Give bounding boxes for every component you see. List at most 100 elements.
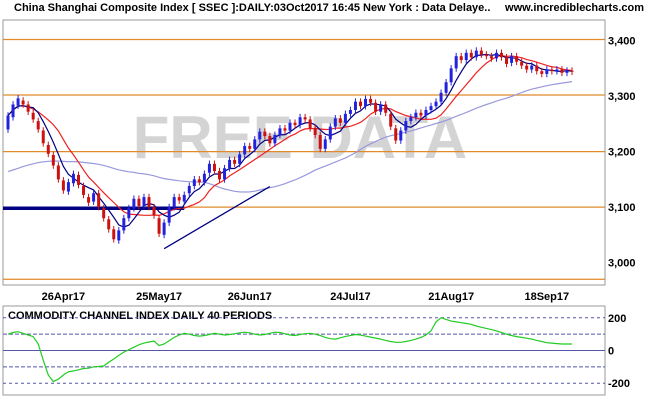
candle-body — [394, 128, 398, 141]
cci-line — [7, 317, 572, 383]
candle-body — [243, 146, 247, 155]
candle-body — [263, 131, 267, 137]
ma-mid-line — [7, 54, 573, 217]
candle-body — [31, 112, 35, 120]
candle-body — [152, 207, 156, 216]
candle-body — [414, 112, 418, 118]
cci-tick-label: 0 — [608, 346, 614, 358]
candle-body — [288, 122, 292, 131]
candle-body — [399, 130, 403, 141]
price-y-axis: 3,000 3,100 3,200 3,300 3,400 — [608, 36, 636, 270]
candle-body — [112, 229, 116, 240]
cci-series-line — [7, 317, 572, 383]
candle-body — [474, 50, 478, 58]
cci-tick-label: 200 — [608, 313, 626, 325]
x-tick-label: 18Sep17 — [524, 291, 569, 303]
candle-body — [142, 197, 146, 206]
x-tick-label: 21Aug17 — [428, 291, 474, 303]
candle-body — [303, 117, 307, 120]
candle-body — [338, 118, 342, 123]
candle-body — [500, 52, 503, 58]
candle-body — [273, 134, 277, 144]
candle-body — [560, 69, 564, 73]
x-tick-label: 25May17 — [136, 291, 182, 303]
candle-body — [26, 104, 30, 112]
candle-body — [359, 101, 362, 107]
candle-body — [535, 65, 539, 72]
candle-body — [137, 198, 141, 206]
ma-long-line — [7, 81, 573, 193]
candle-body — [434, 101, 438, 107]
x-tick-label: 24Jul17 — [330, 291, 370, 303]
candle-body — [333, 118, 337, 127]
candle-body — [228, 159, 232, 169]
candle-body — [132, 198, 136, 209]
candle-body — [218, 171, 221, 180]
candle-body — [46, 144, 50, 154]
candle-body — [36, 121, 40, 130]
candle-body — [197, 179, 201, 183]
site-url[interactable]: www.incrediblecharts.com — [505, 2, 644, 14]
candle-body — [172, 197, 176, 208]
candle-body — [258, 131, 262, 140]
candle-body — [494, 52, 498, 59]
candle-body — [56, 165, 60, 180]
candle-body — [122, 218, 126, 231]
y-tick-label: 3,400 — [608, 36, 636, 48]
candle-body — [348, 110, 352, 114]
candle-body — [238, 154, 242, 164]
cci-title: COMMODITY CHANNEL INDEX DAILY 40 PERIODS — [8, 310, 272, 322]
candle-body — [207, 163, 211, 173]
candle-body — [459, 56, 463, 61]
candle-body — [364, 98, 368, 107]
candle-body — [550, 69, 554, 72]
candle-body — [187, 186, 191, 194]
candle-body — [464, 52, 468, 61]
candle-body — [298, 117, 302, 125]
chart-title: China Shanghai Composite Index [ SSEC ]:… — [14, 2, 491, 14]
candle-body — [409, 117, 413, 122]
candle-body — [489, 56, 493, 59]
candle-body — [404, 121, 408, 131]
candle-body — [313, 128, 317, 135]
candle-body — [555, 69, 559, 72]
candle-body — [505, 57, 509, 64]
candle-body — [545, 69, 549, 74]
candle-body — [525, 65, 529, 70]
candle-body — [323, 139, 327, 149]
candle-body — [439, 92, 443, 102]
candle-body — [102, 208, 106, 219]
y-tick-label: 3,200 — [608, 147, 636, 159]
candle-body — [343, 113, 347, 123]
x-tick-label: 26Apr17 — [42, 291, 85, 303]
candle-body — [268, 136, 272, 144]
candle-body — [223, 168, 227, 180]
candle-body — [127, 208, 131, 219]
horizontal-lines — [3, 38, 605, 280]
y-tick-label: 3,000 — [608, 258, 636, 270]
candle-body — [570, 70, 574, 72]
candle-body — [308, 119, 312, 129]
candle-body — [328, 126, 332, 140]
candle-body — [353, 101, 357, 110]
candles — [6, 47, 574, 244]
candle-body — [66, 182, 70, 192]
candle-body — [82, 186, 86, 195]
price-panel — [2, 19, 606, 286]
candle-body — [11, 104, 15, 118]
candle-body — [565, 70, 569, 73]
candle-body — [92, 193, 96, 202]
candle-body — [157, 218, 161, 234]
candle-body — [424, 110, 428, 116]
candle-body — [248, 146, 252, 149]
trendline-0 — [163, 186, 271, 250]
candle-body — [384, 104, 388, 113]
candle-body — [469, 52, 473, 58]
candle-body — [293, 122, 297, 125]
candle-body — [449, 68, 453, 83]
x-tick-label: 26Jun17 — [228, 291, 272, 303]
candle-body — [6, 115, 10, 130]
candle-body — [374, 102, 378, 112]
candle-body — [379, 104, 383, 112]
